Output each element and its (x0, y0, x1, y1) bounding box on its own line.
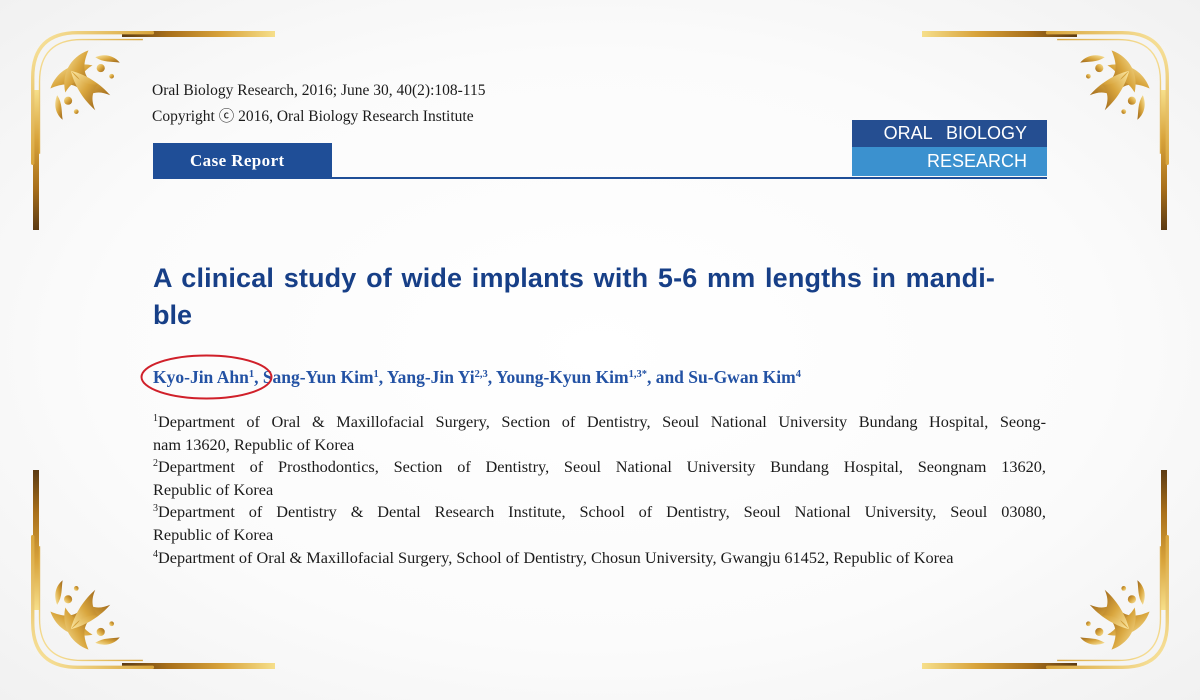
affiliation-text: Department of Prosthodontics, Section of… (158, 457, 1046, 477)
corner-ornament-top-left (31, 31, 155, 165)
paper-title-line1: A clinical study of wide implants with 5… (153, 263, 996, 293)
paper-title: A clinical study of wide implants with 5… (153, 260, 1053, 334)
affiliation-item: 2Department of Prosthodontics, Section o… (153, 456, 1046, 479)
journal-logo-line2: RESEARCH (852, 147, 1047, 176)
affiliation-number: 1 (153, 413, 158, 424)
corner-ornament-bottom-right (1045, 535, 1169, 669)
header-rule (153, 177, 1047, 179)
copyright-notice: Copyright ⓒ 2016, Oral Biology Research … (152, 108, 474, 125)
affiliation-text: Department of Oral & Maxillofacial Surge… (158, 547, 954, 567)
author-affiliation-mark: 1 (373, 369, 379, 380)
author-name: Yang-Jin Yi (386, 367, 475, 387)
author-separator: , and (646, 367, 689, 387)
affiliation-number: 3 (153, 503, 158, 515)
affiliation-item: 3Department of Dentistry & Dental Resear… (153, 501, 1046, 524)
author-name: Sang-Yun Kim (262, 367, 374, 387)
affiliation-list: 1Department of Oral & Maxillofacial Surg… (153, 411, 1053, 569)
article-type-label: Case Report (153, 143, 332, 178)
journal-citation: Oral Biology Research, 2016; June 30, 40… (152, 82, 486, 99)
affiliation-text: Department of Dentistry & Dental Researc… (158, 502, 1046, 522)
corner-ornament-bottom-left (31, 535, 155, 669)
author-affiliation-mark: 4 (795, 369, 801, 380)
affiliation-item: 1Department of Oral & Maxillofacial Surg… (153, 411, 1046, 434)
affiliation-continuation: Republic of Korea (153, 524, 274, 544)
author-name: Su-Gwan Kim (688, 367, 796, 387)
author-separator: , (254, 367, 263, 387)
affiliation-continuation: nam 13620, Republic of Korea (153, 434, 355, 454)
affiliation-continuation: Republic of Korea (153, 479, 274, 499)
affiliation-item: 4Department of Oral & Maxillofacial Surg… (153, 547, 1053, 570)
author-name: Kyo-Jin Ahn (153, 367, 249, 387)
affiliation-text: Department of Oral & Maxillofacial Surge… (158, 412, 1046, 431)
author-name: Young-Kyun Kim (495, 367, 629, 387)
journal-logo-line1: ORAL BIOLOGY (852, 120, 1047, 147)
affiliation-number: 4 (153, 548, 158, 560)
author-list: Kyo-Jin Ahn1, Sang-Yun Kim1, Yang-Jin Yi… (153, 367, 801, 388)
author-separator: , (487, 367, 496, 387)
author-affiliation-mark: 2,3 (474, 369, 488, 380)
paper-title-line2: ble (153, 300, 193, 330)
corner-ornament-top-right (1045, 31, 1169, 165)
author-affiliation-mark: 1,3* (628, 369, 647, 380)
author-separator: , (378, 367, 387, 387)
affiliation-number: 2 (153, 458, 158, 470)
